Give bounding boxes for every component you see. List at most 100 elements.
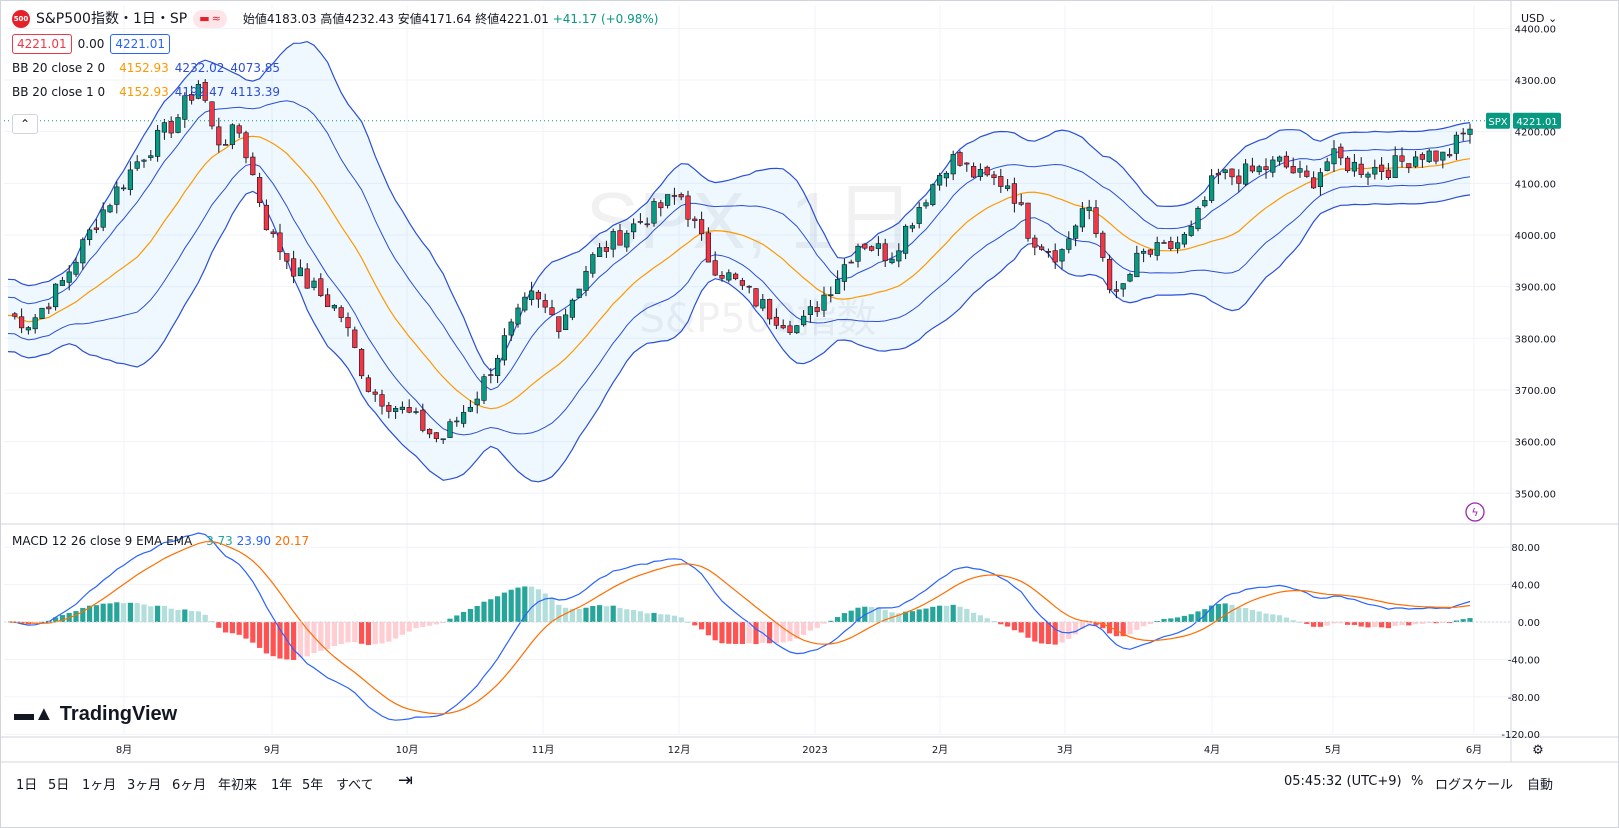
- range-5y[interactable]: 5年: [302, 778, 324, 793]
- currency-menu[interactable]: USD ⌄: [1521, 12, 1558, 25]
- macd-histogram-bar: [644, 613, 650, 622]
- macd-histogram-bar: [1365, 622, 1371, 628]
- macd-tick: 40.00: [1511, 581, 1540, 592]
- candle-body: [964, 162, 970, 165]
- macd-histogram-bar: [433, 622, 439, 625]
- candle-body: [664, 194, 671, 206]
- percent-toggle[interactable]: %: [1411, 774, 1424, 789]
- macd-histogram-bar: [114, 602, 120, 622]
- candle-body: [583, 270, 589, 291]
- sp500-logo-icon: 500: [12, 10, 30, 28]
- candle-body: [1215, 172, 1221, 176]
- goto-date-icon[interactable]: ⇥: [398, 770, 414, 791]
- settings-gear-icon[interactable]: ⚙: [1532, 743, 1544, 758]
- candle-body: [766, 299, 773, 320]
- log-scale-toggle[interactable]: ログスケール: [1435, 778, 1514, 793]
- candle-body: [1229, 168, 1235, 178]
- macd-histogram-bar: [692, 622, 698, 626]
- candle-body: [1243, 163, 1249, 185]
- candle-body: [284, 253, 290, 262]
- macd-histogram-bar: [651, 612, 657, 622]
- candle-body: [1392, 155, 1398, 178]
- candle-body: [148, 155, 154, 158]
- candle-body: [66, 271, 72, 283]
- macd-label[interactable]: MACD 12 26 close 9 EMA EMA: [12, 534, 193, 548]
- bb-basis-line: [7, 135, 1471, 410]
- macd-histogram-bar: [977, 615, 983, 622]
- macd-histogram-bar: [488, 599, 494, 622]
- buy-button[interactable]: 4221.01: [110, 34, 170, 54]
- candle-body: [1195, 207, 1201, 230]
- range-6m[interactable]: 6ヶ月: [172, 778, 207, 793]
- candle-body: [52, 283, 59, 308]
- macd-histogram-bar: [712, 622, 718, 641]
- macd-histogram-bar: [1066, 622, 1072, 639]
- macd-hist-value: 3.73: [206, 534, 233, 548]
- macd-histogram-bar: [1175, 617, 1181, 622]
- last-price-label-bg: [1513, 112, 1561, 129]
- collapse-legend-button[interactable]: ⌃: [12, 114, 38, 134]
- range-1m[interactable]: 1ヶ月: [82, 778, 117, 793]
- macd-histogram-bar: [338, 622, 344, 644]
- macd-histogram-bar: [202, 614, 208, 622]
- macd-histogram-bar: [746, 622, 752, 644]
- tradingview-logo[interactable]: ▬▲ TradingView: [14, 703, 178, 725]
- range-3m[interactable]: 3ヶ月: [127, 778, 162, 793]
- macd-histogram-bar: [1154, 620, 1160, 622]
- candle-body: [542, 300, 548, 308]
- time-tick: 6月: [1466, 744, 1482, 756]
- range-ytd[interactable]: 年初来: [218, 778, 258, 793]
- macd-histogram-bar: [345, 622, 351, 643]
- candle-body: [87, 229, 93, 240]
- auto-scale-toggle[interactable]: 自動: [1527, 778, 1554, 793]
- candle-body: [1413, 156, 1419, 167]
- bb1-label[interactable]: BB 20 close 1 0: [12, 85, 106, 99]
- range-1y[interactable]: 1年: [271, 778, 293, 793]
- macd-tick: 0.00: [1518, 618, 1540, 629]
- candle-body: [134, 161, 140, 169]
- candle-body: [474, 398, 480, 406]
- range-all[interactable]: すべて: [336, 778, 374, 793]
- range-1d[interactable]: 1日: [16, 778, 38, 793]
- candle-body: [1236, 175, 1242, 184]
- macd-histogram-bar: [1127, 622, 1133, 635]
- macd-histogram-bar: [277, 622, 283, 659]
- candle-body: [304, 268, 310, 289]
- candle-body: [100, 209, 106, 228]
- price-change: +41.17 (+0.98%): [552, 12, 659, 26]
- macd-histogram-bar: [597, 605, 603, 622]
- price-tick: 3500.00: [1515, 489, 1556, 500]
- candle-body: [1107, 258, 1113, 290]
- candle-body: [705, 232, 711, 263]
- candle-body: [610, 231, 616, 250]
- macd-histogram-bar: [161, 605, 167, 622]
- macd-histogram-bar: [624, 609, 630, 622]
- candle-body: [800, 315, 807, 326]
- candle-body: [1277, 156, 1283, 162]
- candle-body: [155, 129, 161, 157]
- macd-histogram-bar: [767, 622, 773, 644]
- candle-body: [352, 329, 358, 348]
- bb2-label[interactable]: BB 20 close 2 0: [12, 61, 106, 75]
- candle-body: [1358, 163, 1364, 175]
- clock[interactable]: 05:45:32 (UTC+9): [1284, 774, 1402, 789]
- macd-histogram-bar: [134, 603, 140, 622]
- macd-histogram-bar: [189, 611, 195, 622]
- candle-body: [828, 294, 834, 296]
- macd-histogram-bar: [855, 607, 861, 622]
- candle-body: [1372, 166, 1378, 175]
- candle-body: [1385, 169, 1391, 179]
- range-5d[interactable]: 5日: [48, 778, 70, 793]
- macd-histogram-bar: [937, 605, 943, 622]
- macd-histogram-bar: [1188, 614, 1194, 622]
- sell-button[interactable]: 4221.01: [12, 34, 72, 54]
- macd-histogram-bar: [726, 622, 732, 644]
- macd-histogram-bar: [569, 608, 575, 622]
- candle-body: [59, 280, 65, 286]
- symbol-title[interactable]: S&P500指数・1日・SP: [36, 11, 188, 27]
- indicator-toggle[interactable]: ▬ ≈: [193, 10, 227, 28]
- macd-histogram-bar: [1433, 622, 1439, 624]
- macd-histogram-bar: [93, 605, 99, 622]
- candle-body: [270, 231, 276, 235]
